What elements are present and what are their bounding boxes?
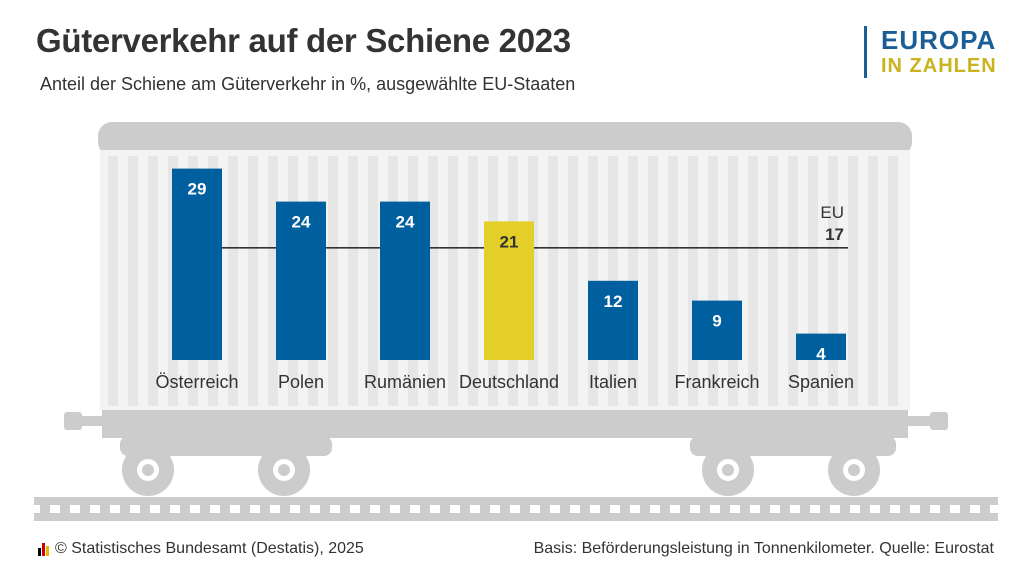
- category-label: Italien: [589, 372, 637, 392]
- category-label: Österreich: [155, 372, 238, 392]
- bar-value-label: 21: [500, 232, 519, 251]
- wheel-icon: [828, 444, 880, 496]
- bar-value-label: 4: [816, 345, 826, 364]
- brand-line-2: IN ZAHLEN: [881, 55, 997, 77]
- bar--sterreich: [172, 168, 222, 360]
- wheel-icon: [258, 444, 310, 496]
- category-label: Frankreich: [674, 372, 759, 392]
- destatis-logo-icon: [38, 542, 49, 556]
- footer-copyright: © Statistisches Bundesamt (Destatis), 20…: [38, 540, 364, 558]
- bar-spanien: [796, 333, 846, 360]
- bar-value-label: 9: [712, 312, 721, 331]
- bar-polen: [276, 201, 326, 360]
- wagon-chassis: [64, 406, 948, 456]
- category-label: Spanien: [788, 372, 854, 392]
- eu-average-value: 17: [825, 225, 844, 244]
- category-label: Polen: [278, 372, 324, 392]
- footer-source: Basis: Beförderungsleistung in Tonnenkil…: [533, 540, 994, 557]
- wagon-roof: [98, 122, 912, 156]
- wagon-wheels: [122, 444, 880, 496]
- wheel-icon: [122, 444, 174, 496]
- eu-average-label: EU: [820, 203, 844, 222]
- bar-value-label: 24: [396, 213, 415, 232]
- category-label: Rumänien: [364, 372, 446, 392]
- page-subtitle: Anteil der Schiene am Güterverkehr in %,…: [40, 74, 576, 94]
- wheel-icon: [702, 444, 754, 496]
- bar-italien: [588, 280, 638, 360]
- page-title: Güterverkehr auf der Schiene 2023: [36, 22, 571, 59]
- bar-deutschland: [484, 221, 534, 360]
- bar-series: 29 Österreich 24 Polen 24 Rumänien 21 Deutschla…: [155, 168, 854, 392]
- footer-left-text: © Statistisches Bundesamt (Destatis), 20…: [55, 540, 364, 557]
- bar-frankreich: [692, 300, 742, 360]
- category-label: Deutschland: [459, 372, 559, 392]
- bar-value-label: 24: [292, 213, 311, 232]
- bar-value-label: 29: [188, 180, 207, 199]
- brand-line-1: EUROPA: [881, 25, 997, 55]
- brand-logo: EUROPA IN ZAHLEN: [864, 26, 997, 78]
- rail-track: [34, 497, 998, 521]
- bar-rum-nien: [380, 201, 430, 360]
- bar-value-label: 12: [604, 292, 623, 311]
